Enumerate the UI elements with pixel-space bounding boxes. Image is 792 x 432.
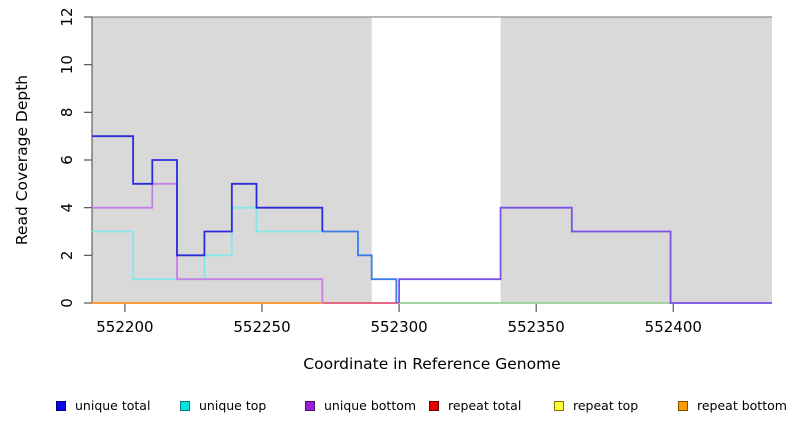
x-tick-label: 552250 [233, 318, 290, 336]
legend-swatch-repeat-bottom-icon [678, 401, 688, 411]
series-line-unique-top-cyan [92, 206, 323, 281]
legend-swatch-repeat-total-icon [429, 401, 439, 411]
y-tick-label: 2 [58, 251, 76, 261]
x-axis-title: Coordinate in Reference Genome [303, 355, 560, 373]
y-tick-label: 8 [58, 108, 76, 118]
series-line-right-violet-overlap [398, 206, 772, 304]
series-line-mid-descent-bright-blue [322, 230, 398, 303]
chart-layers: 552200 552250 552300 552350 552400 0 2 4 6 8 10 12 [58, 7, 772, 336]
x-tick-label: 552200 [96, 318, 153, 336]
legend-item-unique-bottom: unique bottom [305, 398, 416, 414]
y-tick-label: 10 [58, 55, 76, 74]
legend-item-unique-top: unique top [180, 398, 266, 414]
legend-label: unique total [75, 398, 151, 413]
legend-swatch-unique-bottom-icon [305, 401, 315, 411]
legend-label: repeat total [448, 398, 522, 413]
y-tick-label: 12 [58, 7, 76, 26]
y-tick-label: 4 [58, 203, 76, 213]
legend-label: unique bottom [324, 398, 417, 413]
legend-swatch-repeat-top-icon [554, 401, 564, 411]
legend-label: unique top [199, 398, 267, 413]
x-tick-label: 552400 [645, 318, 702, 336]
legend-item-repeat-total: repeat total [429, 398, 521, 414]
legend-label: repeat top [573, 398, 639, 413]
legend-swatch-unique-top-icon [180, 401, 190, 411]
y-tick-label: 0 [58, 298, 76, 308]
series-line-unique-total-dark-blue [92, 135, 324, 257]
legend-swatch-unique-total-icon [56, 401, 66, 411]
x-tick-label: 552300 [370, 318, 427, 336]
legend-item-repeat-top: repeat top [554, 398, 638, 414]
x-tick-label: 552350 [508, 318, 565, 336]
legend-label: repeat bottom [697, 398, 787, 413]
y-axis-title: Read Coverage Depth [13, 75, 31, 245]
legend: unique total unique top unique bottom re… [0, 396, 792, 420]
legend-item-repeat-bottom: repeat bottom [678, 398, 787, 414]
shaded-region [500, 17, 772, 303]
legend-item-unique-total: unique total [56, 398, 150, 414]
y-tick-label: 6 [58, 155, 76, 165]
